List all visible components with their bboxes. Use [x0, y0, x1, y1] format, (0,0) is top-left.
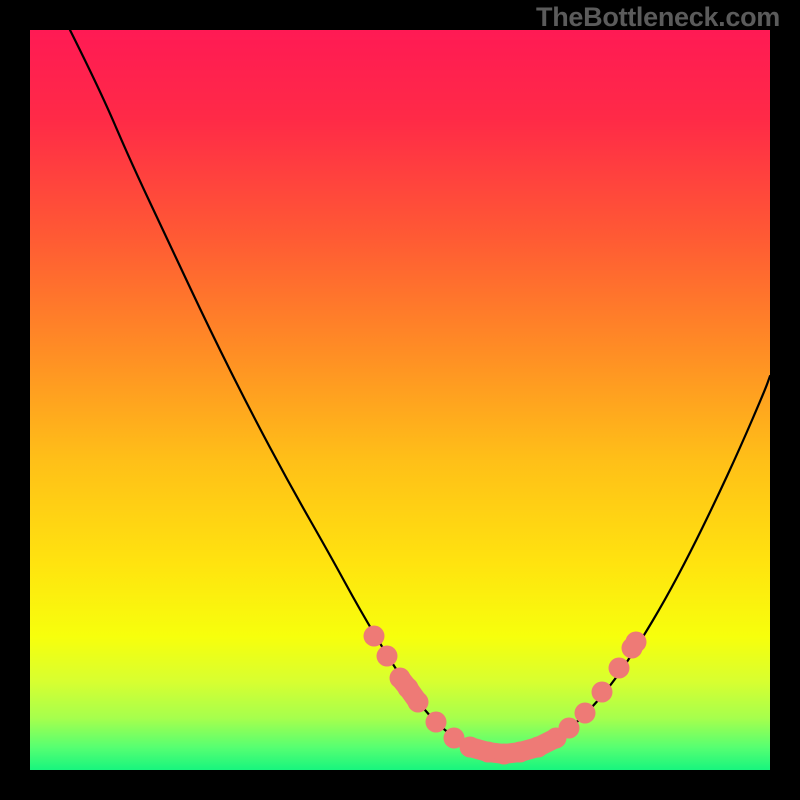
chart-svg [30, 30, 770, 770]
chart-frame [30, 30, 770, 770]
marker-dot [626, 632, 647, 653]
marker-dot [377, 646, 398, 667]
marker-dot [528, 737, 549, 758]
marker-dot [364, 626, 385, 647]
marker-dot [559, 718, 580, 739]
watermark-text: TheBottleneck.com [536, 2, 780, 33]
marker-dot [592, 682, 613, 703]
plot-area [30, 30, 770, 770]
marker-dot [460, 737, 481, 758]
marker-dot [575, 703, 596, 724]
marker-dot [408, 692, 429, 713]
marker-dot [510, 742, 531, 763]
marker-dot [426, 712, 447, 733]
gradient-background [30, 30, 770, 770]
marker-dot [609, 658, 630, 679]
